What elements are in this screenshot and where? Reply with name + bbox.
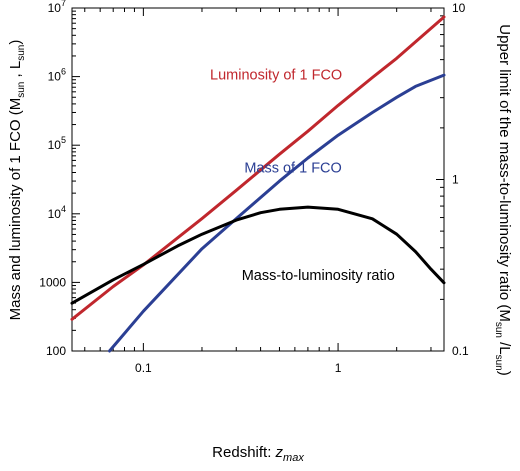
y-left-tick-label: 106 [48, 67, 66, 84]
y-left-tick-label: 104 [48, 204, 66, 221]
x-axis-title: Redshift: zmax [212, 444, 304, 464]
series-line-luminosity-of-1-fco [70, 15, 446, 321]
y-right-tick-label: 10 [452, 1, 466, 15]
y-right-tick-label: 1 [452, 173, 459, 187]
x-tick-label: 1 [335, 361, 342, 375]
y-right-axis-title: Upper limit of the mass-to-luminosity ra… [493, 24, 513, 376]
y-right-tick-label: 0.1 [452, 344, 469, 358]
axis-tick-labels: 0.1 1 100 1000 104 105 106 107 0.1 1 10 [39, 0, 469, 375]
series-labels: Luminosity of 1 FCO Mass of 1 FCO Mass-to-… [210, 68, 395, 284]
y-left-tick-label: 1000 [39, 275, 66, 289]
series-lines [70, 15, 446, 353]
plot-frame [71, 7, 445, 352]
y-left-tick-label: 105 [48, 135, 66, 152]
y-left-tick-label: 107 [48, 0, 66, 15]
axis-ticks [72, 7, 444, 352]
series-line-mass-of-1-fco [108, 73, 446, 353]
x-tick-label: 0.1 [135, 361, 152, 375]
series-line-mass-to-luminosity-ratio [70, 205, 446, 305]
series-label-mass-of-1-fco: Mass of 1 FCO [244, 160, 342, 176]
y-left-axis-title: Mass and luminosity of 1 FCO (Msun , Lsu… [7, 40, 27, 321]
series-label-mass-to-luminosity-ratio: Mass-to-luminosity ratio [242, 268, 395, 284]
series-label-luminosity-of-1-fco: Luminosity of 1 FCO [210, 68, 342, 84]
y-left-tick-label: 100 [46, 344, 66, 358]
